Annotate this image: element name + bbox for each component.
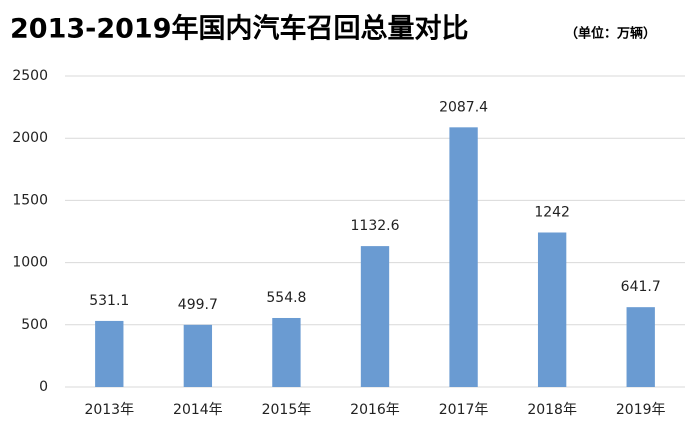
x-tick-label: 2019年 — [616, 402, 666, 418]
y-tick-label: 0 — [39, 379, 48, 395]
bar — [360, 246, 390, 387]
x-tick-label: 2013年 — [84, 402, 134, 418]
y-tick-label: 500 — [21, 317, 48, 333]
y-tick-label: 1000 — [12, 255, 48, 271]
x-tick-label: 2014年 — [173, 402, 223, 418]
y-tick-label: 2000 — [12, 130, 48, 146]
data-label: 1242 — [534, 204, 570, 220]
bar — [449, 127, 478, 387]
bar — [272, 317, 301, 387]
data-label: 554.8 — [266, 290, 306, 306]
data-label: 2087.4 — [439, 99, 488, 115]
bar — [95, 320, 124, 387]
data-label: 641.7 — [621, 279, 661, 295]
y-tick-label: 1500 — [12, 192, 48, 208]
x-tick-label: 2015年 — [262, 402, 312, 418]
data-label: 531.1 — [89, 293, 129, 309]
data-label: 499.7 — [178, 297, 218, 313]
bar — [626, 307, 655, 387]
y-tick-label: 2500 — [12, 68, 48, 84]
chart-title: 2013-2019年国内汽车召回总量对比 — [10, 13, 469, 45]
x-tick-label: 2016年 — [350, 402, 400, 418]
bar — [537, 232, 567, 387]
chart-subtitle: （单位：万辆） — [565, 26, 656, 42]
x-tick-label: 2017年 — [439, 402, 489, 418]
x-tick-label: 2018年 — [527, 402, 577, 418]
bar — [183, 324, 213, 387]
data-label: 1132.6 — [351, 218, 400, 234]
